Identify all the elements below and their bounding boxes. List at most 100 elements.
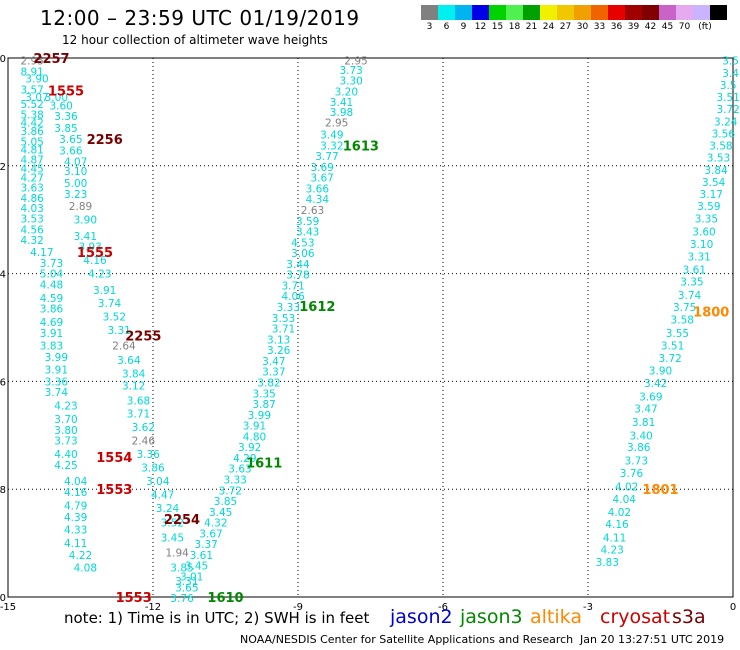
wave-height-value: 3.72: [219, 485, 242, 497]
wave-height-value: 5.04: [40, 269, 64, 281]
legend-swatch: [574, 5, 591, 20]
wave-height-value: 4.08: [74, 562, 97, 574]
legend-swatch: [625, 5, 642, 20]
wave-height-value: 2.89: [69, 201, 92, 213]
wave-height-value: 4.69: [40, 317, 63, 329]
wave-height-value: 3.86: [141, 463, 165, 475]
wave-height-value: 3.44: [286, 259, 310, 271]
wave-height-value: 3.45: [209, 507, 232, 519]
legend-swatch: [710, 5, 727, 20]
y-tick-label: -10: [0, 593, 6, 604]
legend-jason2: jason2: [390, 606, 453, 628]
wave-height-value: 3.63: [228, 464, 251, 476]
wave-height-value: 3.62: [132, 422, 155, 434]
wave-height-value: 4.32: [204, 518, 227, 530]
legend-label: 45: [661, 22, 674, 32]
wave-height-value: 3.73: [40, 258, 63, 270]
legend-cryosat: cryosat: [600, 606, 671, 628]
wave-height-value: 3.91: [93, 285, 116, 297]
wave-height-value: 4.16: [64, 487, 88, 499]
chart-subtitle: 12 hour collection of altimeter wave hei…: [62, 33, 328, 47]
wave-height-value: 3.66: [306, 183, 330, 195]
wave-height-value: 3.01: [180, 572, 203, 584]
legend-label: 36: [610, 22, 623, 32]
wave-height-value: 3.13: [267, 334, 290, 346]
wave-height-value: 3.68: [127, 395, 150, 407]
legend-swatch: [608, 5, 625, 20]
wave-height-value: 3.52: [161, 518, 184, 530]
pass-time-label: 1612: [299, 300, 335, 315]
wave-height-value: 3.77: [315, 151, 338, 163]
legend-altika: altika: [530, 606, 582, 628]
wave-height-value: 3.91: [45, 365, 68, 377]
generated-timestamp: Jan 20 13:27:51 UTC 2019: [580, 633, 725, 646]
wave-height-value: 8.91: [20, 66, 43, 78]
wave-height-value: 3.81: [632, 417, 655, 429]
wave-height-value: 3.67: [199, 528, 222, 540]
wave-height-value: 3.87: [252, 399, 275, 411]
wave-height-value: 3.55: [666, 328, 689, 340]
wave-height-value: 3.72: [716, 104, 739, 116]
wave-height-value: 5.00: [64, 178, 87, 190]
pass-time-label: 1610: [207, 591, 243, 606]
wave-height-value: 3.10: [690, 239, 713, 251]
legend-label: 39: [627, 22, 640, 32]
wave-height-value: 3.17: [700, 189, 723, 201]
legend-swatch: [472, 5, 489, 20]
pass-time-label: 2254: [164, 513, 200, 528]
wave-height-value: 3.61: [190, 550, 213, 562]
wave-height-value: 3.74: [678, 290, 702, 302]
wave-height-value: 3.52: [103, 312, 126, 324]
wave-height-value: 4.16: [605, 519, 629, 531]
legend-label: 6: [443, 22, 450, 32]
wave-height-value: 3.07: [25, 92, 48, 104]
wave-height-value: 3.53: [272, 313, 295, 325]
wave-height-value: 3.5: [722, 56, 739, 68]
pass-time-label: 1555: [48, 84, 84, 99]
wave-height-value: 5.05: [20, 137, 43, 149]
wave-height-value: 4.17: [30, 247, 53, 259]
wave-height-value: 2.95: [20, 56, 43, 68]
wave-height-value: 3.92: [238, 442, 261, 454]
legend-label: 21: [525, 22, 538, 32]
wave-height-value: 4.53: [291, 237, 314, 249]
y-tick-label: -2: [0, 162, 6, 173]
wave-height-value: 3.40: [629, 430, 652, 442]
wave-height-value: 3.69: [310, 162, 333, 174]
wave-height-value: 3.80: [54, 425, 77, 437]
wave-height-value: 3.53: [707, 153, 730, 165]
wave-height-value: 4.29: [233, 453, 256, 465]
wave-height-value: 3.4: [722, 68, 739, 80]
wave-height-value: 3.04: [146, 476, 170, 488]
wave-height-value: 3.72: [658, 353, 681, 365]
wave-height-value: 3.20: [335, 86, 358, 98]
wave-height-value: 3.67: [310, 173, 333, 185]
wave-height-value: 3.63: [20, 182, 43, 194]
legend-label: 33: [593, 22, 606, 32]
wave-height-value: 5.52: [20, 99, 43, 111]
wave-height-value: 4.34: [306, 194, 330, 206]
wave-height-value: 3.73: [339, 65, 362, 77]
wave-height-value: 4.02: [615, 482, 638, 494]
legend-label: (ft): [698, 22, 712, 32]
y-tick-label: -8: [0, 485, 6, 496]
x-tick-label: -6: [438, 602, 448, 613]
wave-height-value: 3.85: [54, 123, 77, 135]
wave-height-value: 3.53: [20, 214, 43, 226]
wave-height-value: 4.04: [613, 494, 637, 506]
pass-time-label: 1613: [343, 139, 379, 154]
wave-height-value: 3.35: [680, 277, 703, 289]
pass-time-label: 1800: [693, 305, 729, 320]
wave-height-value: 3.70: [54, 414, 77, 426]
wave-height-value: 3.43: [296, 227, 319, 239]
legend-swatch: [489, 5, 506, 20]
pass-time-label: 1801: [642, 483, 678, 498]
credit-line: NOAA/NESDIS Center for Satellite Applica…: [240, 633, 574, 646]
legend-swatch: [642, 5, 659, 20]
wave-height-value: 3.75: [673, 302, 696, 314]
wave-height-value: 3.36: [45, 376, 69, 388]
wave-height-value: 3.73: [625, 456, 648, 468]
wave-height-value: 4.32: [20, 235, 43, 247]
wave-height-value: 3.5: [720, 80, 737, 92]
wave-height-value: 3.24: [714, 117, 738, 129]
